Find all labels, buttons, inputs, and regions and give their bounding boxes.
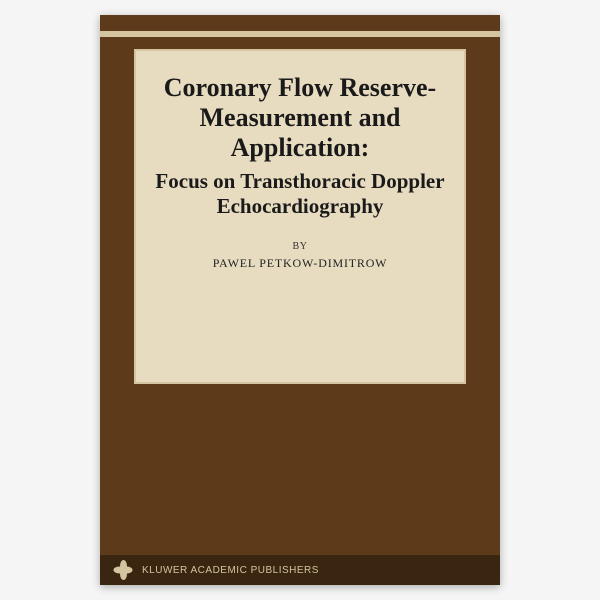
author-name: PAWEL PETKOW-DIMITROW <box>213 256 388 271</box>
title-panel: Coronary Flow Reserve-Measurement and Ap… <box>134 49 466 384</box>
publisher-logo-icon <box>114 561 132 579</box>
book-cover: Coronary Flow Reserve-Measurement and Ap… <box>100 15 500 585</box>
by-label: BY <box>293 241 308 252</box>
main-title: Coronary Flow Reserve-Measurement and Ap… <box>154 73 446 163</box>
publisher-bar: KLUWER ACADEMIC PUBLISHERS <box>100 555 500 585</box>
publisher-name: KLUWER ACADEMIC PUBLISHERS <box>142 565 319 576</box>
decorative-stripe <box>100 31 500 37</box>
subtitle: Focus on Transthoracic Doppler Echocardi… <box>154 169 446 219</box>
